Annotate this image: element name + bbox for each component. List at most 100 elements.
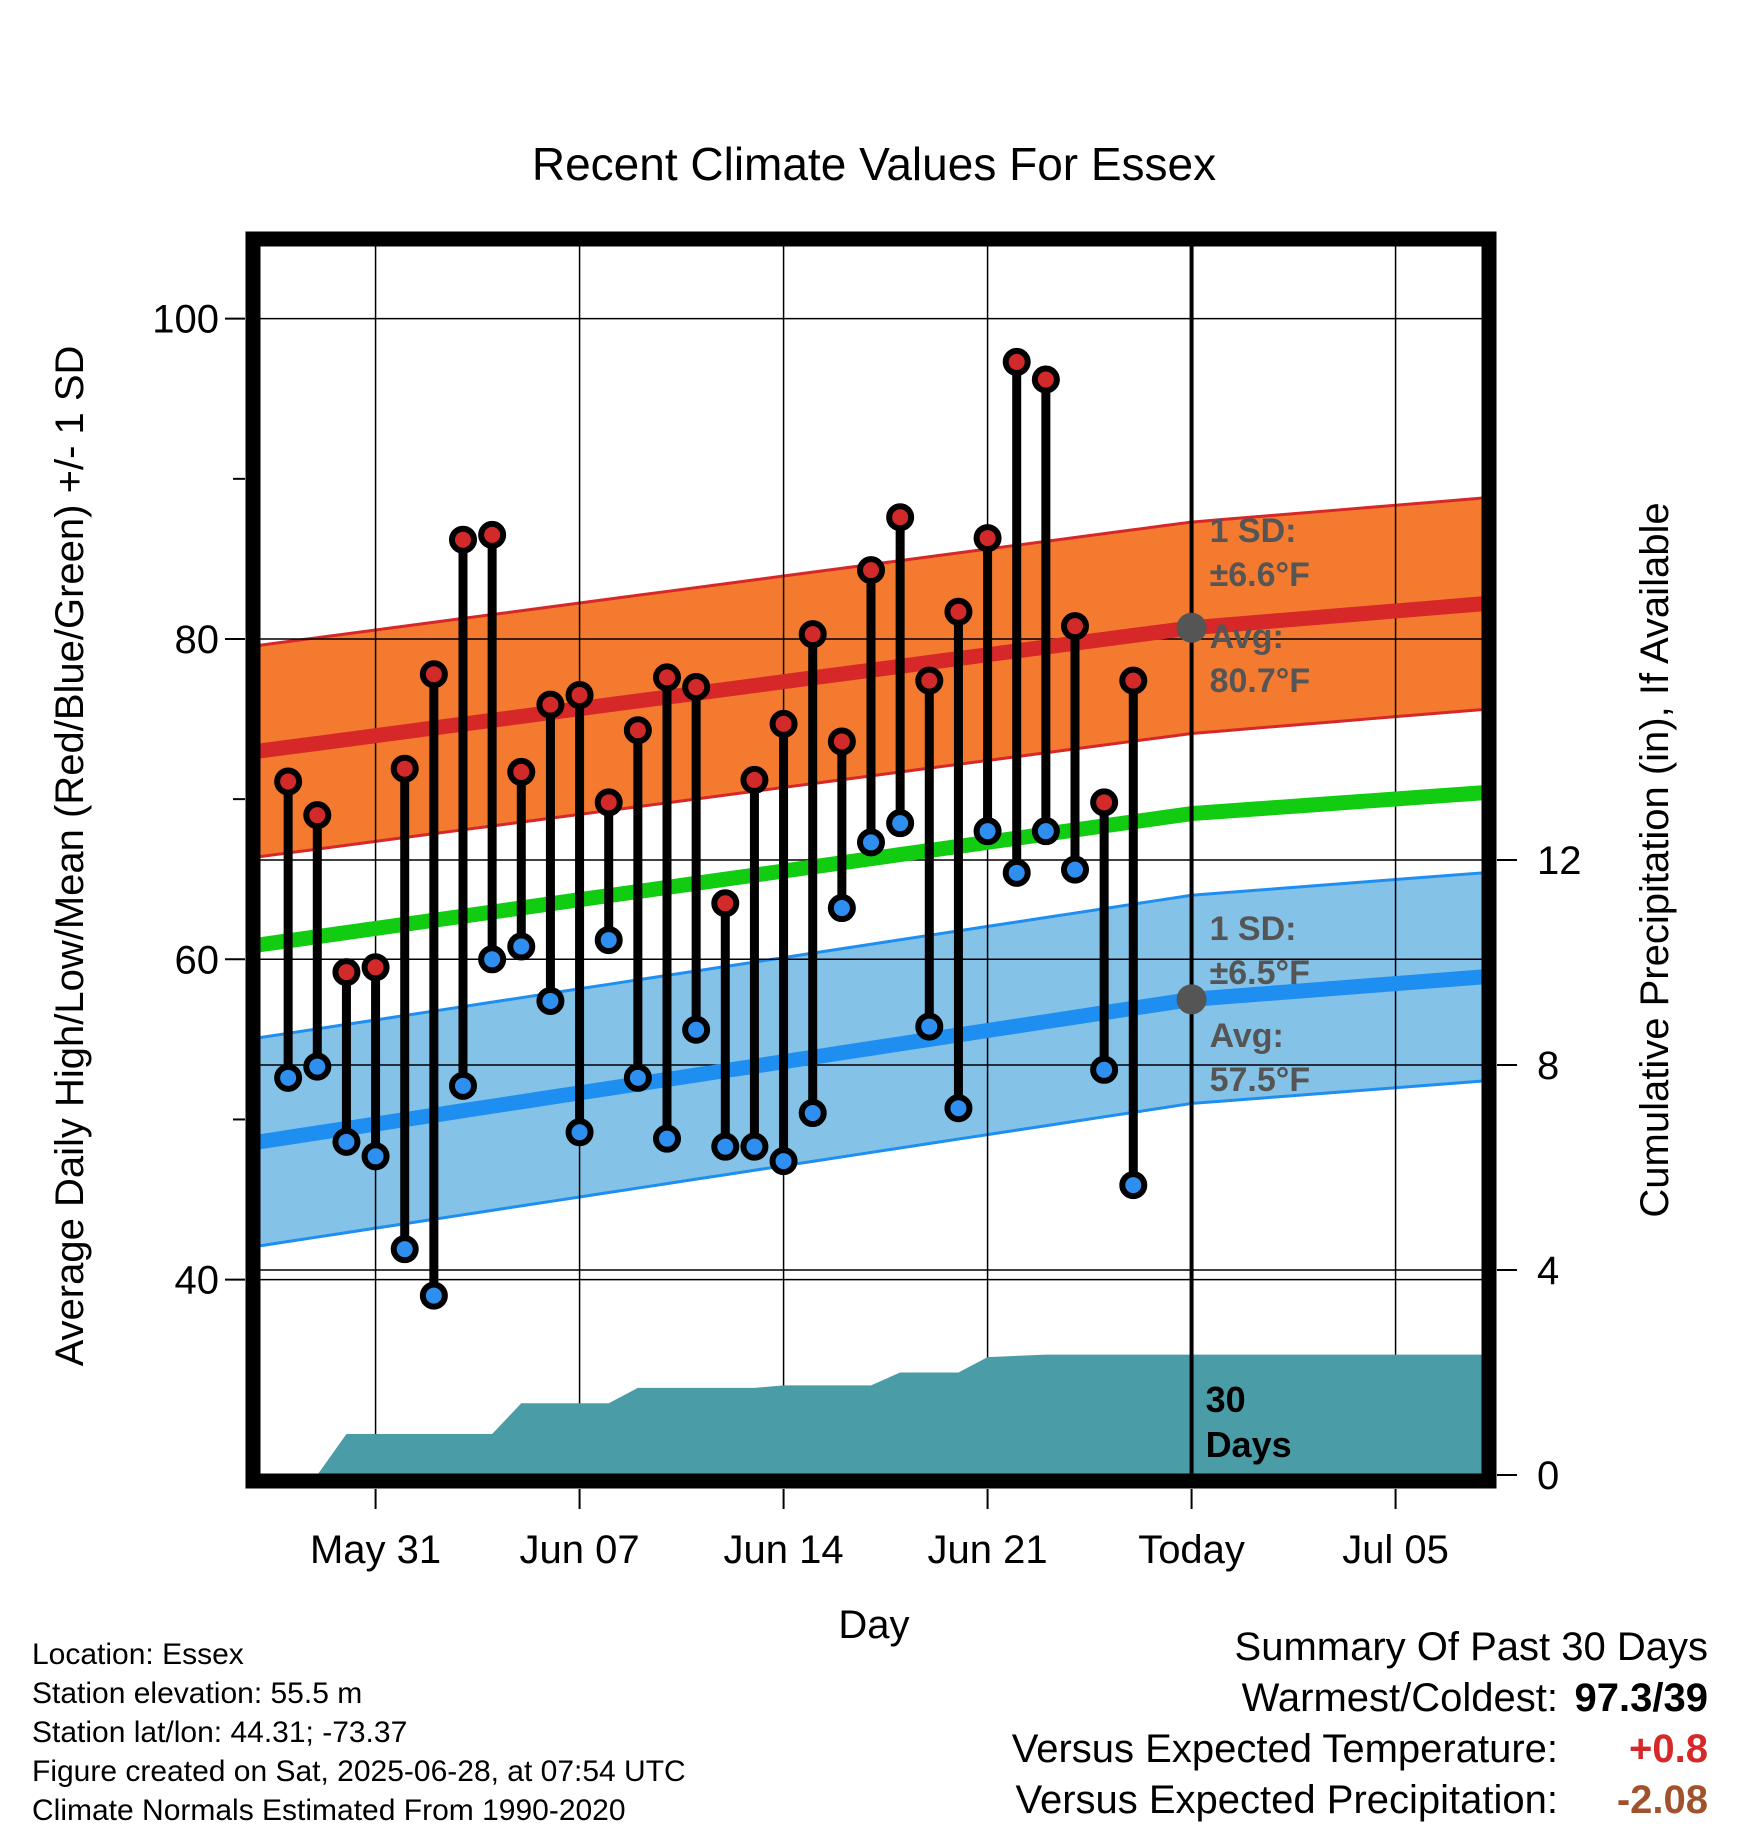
daily-low-point [857,828,885,857]
daily-low-point [653,1124,681,1153]
axes: 40 60 80 100 0 4 8 12 May 31 Jun 07 Jun 14 Jun 21 To… [152,231,1582,1572]
daily-high-point [886,503,915,532]
summary-heading: Summary Of Past 30 Days [1234,1625,1708,1669]
daily-high-point [274,767,303,796]
daily-high-point [973,524,1002,553]
daily-low-point [303,1052,332,1081]
period-label-line1: 30 [1206,1379,1246,1420]
daily-low-point [1061,855,1089,884]
normal-high-today-marker [1176,612,1207,643]
daily-high-point [361,953,390,982]
daily-high-point [1090,788,1119,817]
precip-cumulative-area [288,1354,1484,1475]
daily-high-point [565,681,594,710]
daily-high-point [682,673,711,702]
x-tick-label: Jun 21 [928,1528,1048,1572]
low-avg-label: Avg: [1210,1017,1284,1055]
daily-low-point [973,817,1002,846]
daily-low-point [274,1063,303,1092]
y2-tick-label: 8 [1537,1044,1559,1088]
daily-low-point [769,1147,798,1176]
daily-high-point [1031,365,1060,394]
elevation-text: Station elevation: 55.5 m [32,1677,363,1710]
daily-low-point [390,1235,419,1264]
y-tick-label: 100 [152,298,219,342]
daily-high-point [390,754,419,783]
daily-low-point [361,1142,390,1171]
chart-title: Recent Climate Values For Essex [532,138,1216,190]
y-axis-label: Average Daily High/Low/Mean (Red/Blue/Gr… [48,346,92,1367]
daily-high-point [332,958,361,987]
low-avg-value: 57.5°F [1210,1061,1311,1099]
warm-cold-value: 97.3/39 [1574,1676,1708,1720]
daily-high-point [711,889,740,918]
daily-low-point [915,1012,944,1041]
daily-low-point [536,986,565,1015]
warm-cold-label: Warmest/Coldest: [1241,1676,1558,1720]
daily-low-point [886,809,915,838]
y2-tick-label: 12 [1537,839,1582,883]
daily-low-point [623,1063,652,1092]
daily-low-point [1090,1055,1119,1084]
y-tick-label: 60 [175,938,220,982]
normal-low-today-marker [1176,984,1207,1015]
daily-temperature-series [274,347,1148,1310]
y2-tick-label: 0 [1537,1454,1559,1498]
daily-high-point [1119,666,1148,695]
daily-low-point [1119,1171,1148,1200]
daily-low-point [419,1281,448,1310]
daily-high-point [478,520,507,549]
high-avg-value: 80.7°F [1210,662,1311,700]
daily-low-point [594,926,623,955]
y-tick-label: 40 [175,1259,220,1303]
daily-high-point [507,757,536,786]
daily-high-point [449,525,477,554]
daily-low-point [944,1094,973,1123]
daily-high-point [769,709,798,738]
daily-high-point [1061,612,1089,641]
location-text: Location: Essex [32,1638,244,1671]
low-sd-lower-edge [258,1079,1484,1248]
daily-high-point [303,801,332,830]
daily-low-point [449,1071,477,1100]
x-tick-label: Jun 14 [724,1528,844,1572]
daily-high-point [915,666,944,695]
x-tick-label: Jun 07 [520,1528,640,1572]
x-axis-label: Day [838,1603,909,1647]
temp-departure-value: +0.8 [1629,1727,1708,1771]
daily-low-point [740,1132,769,1161]
x-tick-label: Jul 05 [1342,1528,1449,1572]
y2-tick-label: 4 [1537,1249,1559,1293]
normal-mean-line [257,785,1484,953]
daily-high-point [653,663,681,692]
plot-frame [245,231,1497,1489]
latlon-text: Station lat/lon: 44.31; -73.37 [32,1716,408,1749]
daily-high-point [944,597,973,626]
daily-high-point [623,716,652,745]
normal-low-line [257,969,1484,1150]
annotations: 1 SD: ±6.6°F Avg: 80.7°F 1 SD: ±6.5°F Avg: 57.5… [1176,512,1311,1465]
daily-high-point [1002,347,1031,376]
precip-area [288,1354,1484,1475]
precip-departure-label: Versus Expected Precipitation: [1015,1778,1558,1822]
daily-low-point [565,1118,594,1147]
station-metadata: Location: Essex Station elevation: 55.5 … [32,1635,686,1830]
daily-high-point [857,556,885,585]
daily-low-point [1002,858,1031,887]
daily-high-point [740,765,769,794]
low-sd-label: 1 SD: [1210,910,1297,948]
daily-low-point [478,945,507,974]
daily-high-point [827,727,856,756]
x-tick-label: Today [1138,1528,1245,1572]
normals-text: Climate Normals Estimated From 1990-2020 [32,1794,626,1827]
created-text: Figure created on Sat, 2025-06-28, at 07… [32,1755,686,1788]
low-sd-upper-edge [258,871,1484,1040]
daily-low-point [682,1015,711,1044]
daily-low-point [332,1127,361,1156]
daily-high-point [536,690,565,719]
summary-panel: Summary Of Past 30 Days Warmest/Coldest:… [1012,1622,1708,1826]
daily-low-point [798,1099,827,1128]
daily-high-point [419,660,448,689]
high-sd-value: ±6.6°F [1210,556,1310,594]
